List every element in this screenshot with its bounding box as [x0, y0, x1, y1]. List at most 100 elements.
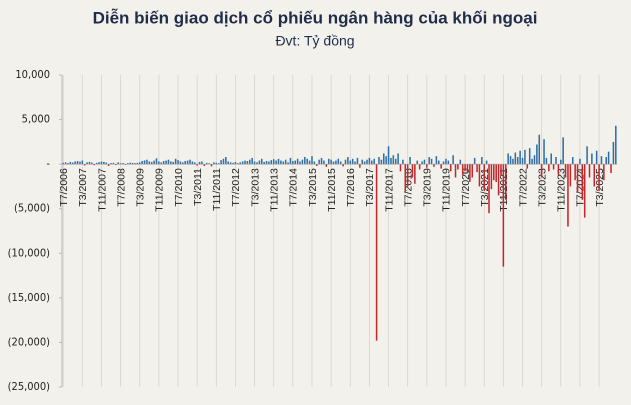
- bar: [399, 164, 402, 172]
- bar: [112, 162, 115, 165]
- bar: [516, 157, 519, 165]
- bar: [380, 159, 383, 165]
- bar: [143, 160, 146, 165]
- bar: [189, 159, 191, 165]
- bar: [174, 158, 177, 165]
- bar: [325, 164, 328, 167]
- bar: [107, 164, 110, 166]
- x-tick-label: T7/2014: [288, 168, 300, 207]
- bar: [471, 164, 474, 178]
- bar: [222, 158, 225, 165]
- bar: [428, 157, 430, 165]
- x-tick-label: T3/2013: [249, 168, 261, 207]
- bar: [155, 158, 158, 165]
- bar: [129, 162, 131, 165]
- bar: [153, 160, 155, 165]
- bar: [191, 161, 194, 165]
- bar: [457, 164, 459, 170]
- bar: [440, 164, 442, 169]
- bar: [363, 161, 366, 165]
- bar: [576, 164, 579, 193]
- bar: [213, 162, 215, 165]
- bar: [311, 156, 313, 165]
- bar: [131, 162, 134, 165]
- bar: [304, 157, 306, 165]
- bar: [593, 164, 596, 187]
- bar: [588, 164, 591, 178]
- y-tick-label: 10,000: [15, 68, 50, 81]
- bar: [323, 160, 325, 165]
- bar: [134, 163, 136, 165]
- bar: [268, 161, 270, 165]
- bar: [117, 162, 119, 165]
- bar: [555, 157, 557, 165]
- x-tick-label: T7/2008: [115, 168, 127, 207]
- bar: [373, 158, 375, 165]
- bar: [390, 157, 392, 165]
- bar: [95, 162, 98, 165]
- bar: [124, 164, 127, 165]
- bar: [418, 164, 421, 170]
- bar: [234, 161, 237, 165]
- bar: [371, 160, 373, 165]
- bar: [359, 164, 361, 168]
- bar: [196, 164, 198, 166]
- bar: [170, 161, 172, 165]
- bar: [526, 164, 529, 169]
- bar: [294, 160, 297, 165]
- x-tick-label: T11/2019: [441, 168, 453, 212]
- bar: [564, 164, 567, 178]
- bar: [119, 163, 122, 165]
- bar: [320, 157, 323, 165]
- bar: [406, 164, 409, 187]
- bar: [485, 160, 488, 165]
- bar: [368, 157, 371, 165]
- bar: [210, 164, 213, 167]
- x-tick-label: T7/2006: [58, 168, 70, 207]
- bar: [227, 161, 230, 165]
- bar: [540, 164, 543, 178]
- bar: [466, 164, 469, 174]
- bar: [459, 159, 462, 165]
- bar: [138, 162, 141, 165]
- x-tick-label: T11/2015: [326, 168, 338, 212]
- bar: [581, 164, 584, 200]
- y-tick-label: (20,000): [8, 335, 50, 348]
- bar: [263, 161, 265, 165]
- x-tick-label: T7/2022: [517, 168, 529, 207]
- bar: [280, 160, 282, 165]
- bar: [347, 157, 349, 165]
- bar: [569, 164, 572, 187]
- x-tick-label: T7/2020: [460, 168, 472, 207]
- bar: [251, 157, 253, 165]
- bar: [256, 162, 258, 165]
- bar: [265, 161, 268, 165]
- bar: [521, 157, 524, 165]
- bar: [449, 164, 452, 172]
- bar: [538, 134, 541, 165]
- x-tick-label: T3/2017: [364, 168, 376, 207]
- bar: [205, 162, 208, 165]
- bar: [220, 160, 222, 165]
- bar: [272, 159, 275, 165]
- bar: [337, 158, 340, 165]
- x-tick-label: T11/2021: [498, 168, 510, 212]
- bar: [536, 144, 538, 165]
- bar: [605, 157, 608, 165]
- bar: [158, 161, 160, 165]
- x-tick-label: T11/2009: [154, 168, 166, 212]
- x-tick-label: T11/2023: [556, 168, 568, 212]
- x-tick-label: T3/2025: [594, 168, 606, 207]
- x-tick-label: T3/2023: [536, 168, 548, 207]
- bar: [316, 164, 318, 166]
- bar: [612, 141, 615, 165]
- bar: [461, 164, 464, 175]
- bar: [574, 164, 576, 181]
- bar: [239, 162, 241, 165]
- bar: [402, 159, 404, 165]
- y-tick-label: (25,000): [8, 380, 50, 393]
- bar: [79, 161, 81, 165]
- bar: [91, 162, 93, 165]
- bar: [301, 159, 304, 165]
